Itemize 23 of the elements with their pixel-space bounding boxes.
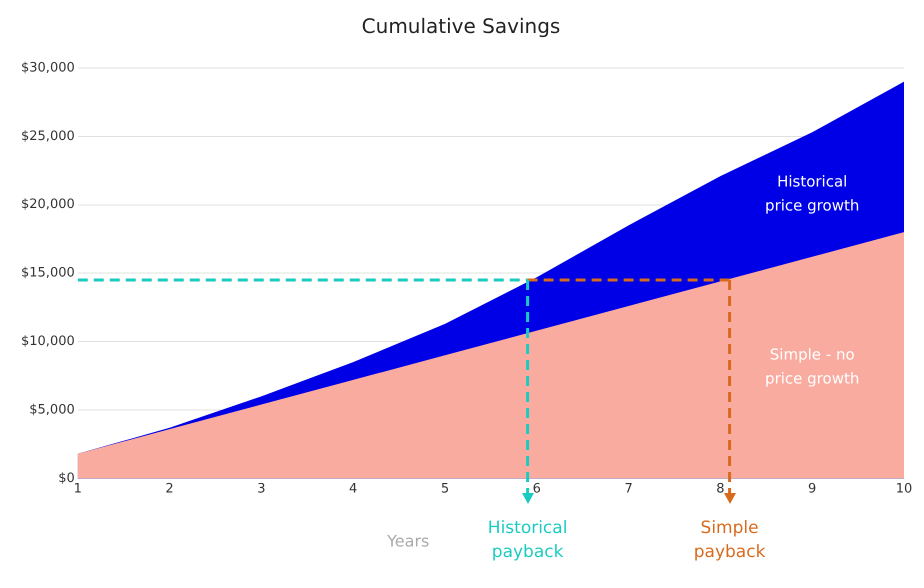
x-tick-label: 5: [440, 482, 450, 497]
x-tick-label: 7: [624, 482, 633, 497]
x-tick-label: 6: [532, 482, 541, 497]
x-tick-label: 10: [896, 482, 912, 497]
x-tick-label: 3: [257, 482, 266, 497]
x-tick-label: 1: [74, 482, 82, 497]
x-tick-label: 9: [808, 482, 816, 497]
x-axis-title: Years: [386, 532, 430, 551]
y-tick-label: $30,000: [20, 60, 75, 76]
series-label: Historical price growth: [765, 172, 860, 214]
ref-line-label: Historical payback: [488, 518, 568, 562]
series-label: Simple - no price growth: [765, 345, 860, 388]
ref-line-label: Simple payback: [694, 518, 766, 562]
x-tick-label: 4: [349, 482, 358, 497]
y-tick-label: $0: [58, 470, 75, 486]
y-tick-label: $25,000: [20, 128, 75, 144]
x-tick-label: 8: [716, 482, 725, 497]
y-tick-label: $20,000: [20, 197, 75, 212]
x-tick-label: 2: [165, 482, 174, 497]
y-tick-label: $5,000: [29, 402, 75, 418]
chart-title: Cumulative Savings: [362, 14, 560, 38]
y-tick-label: $10,000: [20, 334, 75, 349]
y-tick-label: $15,000: [20, 266, 75, 281]
